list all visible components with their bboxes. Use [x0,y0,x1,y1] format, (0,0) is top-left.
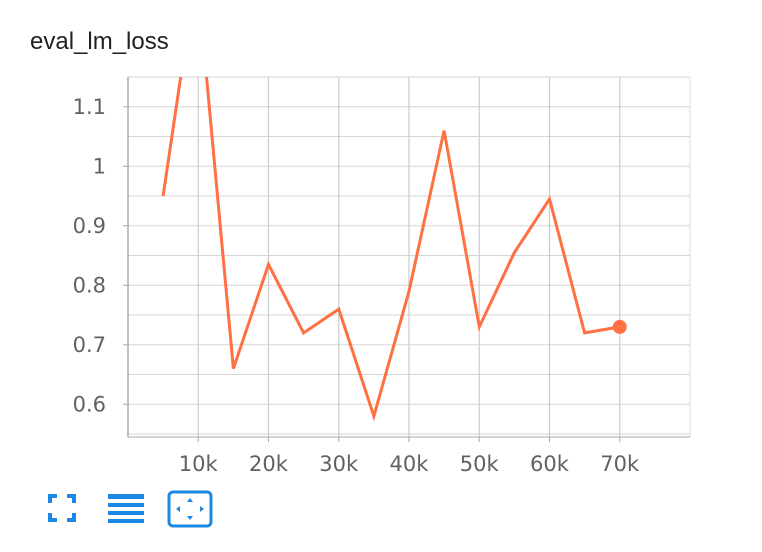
x-tick-label: 30k [319,452,359,476]
y-tick-label: 0.9 [73,214,106,238]
series-line [161,77,621,422]
last-point-marker [612,319,627,334]
x-axis-ticks: 10k 20k 30k 40k 50k 60k 70k [179,437,640,476]
fit-domain-icon[interactable] [167,490,213,528]
y-axis-ticks: 0.6 0.7 0.8 0.9 1 1.1 [73,95,128,416]
x-tick-label: 40k [390,452,430,476]
x-tick-label: 70k [600,452,640,476]
chart-title: eval_lm_loss [30,28,169,55]
x-tick-label: 50k [460,452,500,476]
x-tick-label: 20k [249,452,289,476]
y-tick-label: 0.6 [73,392,106,416]
y-tick-label: 0.7 [73,333,106,357]
x-tick-label: 10k [179,452,219,476]
line-chart: 10k 20k 30k 40k 50k 60k 70k 0.6 0.7 0.8 0.9 1 1.1 [73,76,691,476]
y-tick-label: 0.8 [73,273,106,297]
y-tick-label: 1.1 [73,95,106,119]
y-tick-label: 1 [93,154,106,178]
fullscreen-icon[interactable] [46,492,78,524]
point-layer [612,319,627,334]
x-tick-label: 60k [530,452,570,476]
table-icon[interactable] [107,492,145,526]
series-layer [161,77,621,422]
